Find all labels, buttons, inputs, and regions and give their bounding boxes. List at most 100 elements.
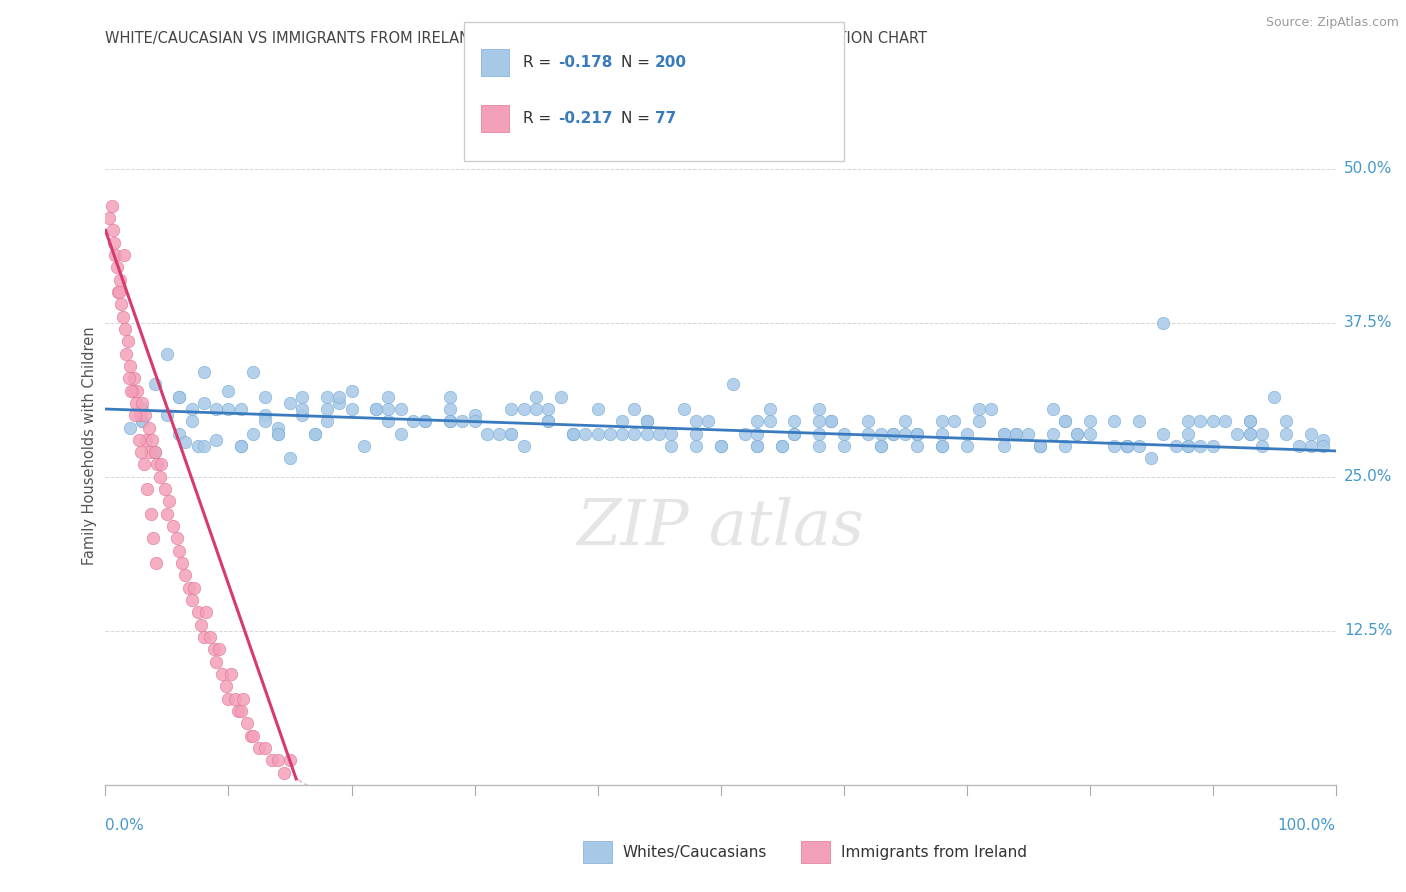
Point [1078,426,1101,441]
Point [340,402,363,417]
Point [169,390,191,404]
Point [832,426,855,441]
Point [943,414,966,428]
Text: 200: 200 [655,55,688,70]
Point [710,439,733,453]
Point [174,435,197,450]
Text: Whites/Caucasians: Whites/Caucasians [623,845,768,860]
Point [138,445,162,459]
Point [1239,414,1261,428]
Text: ZIP atlas: ZIP atlas [576,497,865,558]
Point [869,426,891,441]
Point [166,532,188,546]
Point [267,426,290,441]
Point [513,402,536,417]
Point [180,414,202,428]
Point [267,753,290,767]
Point [894,426,917,441]
Point [783,426,806,441]
Point [1177,439,1199,453]
Point [304,426,326,441]
Point [153,482,176,496]
Point [1288,439,1310,453]
Point [882,426,904,441]
Point [232,691,254,706]
Point [1263,390,1285,404]
Point [1042,426,1064,441]
Point [1066,426,1088,441]
Point [807,439,830,453]
Point [475,426,498,441]
Point [721,377,744,392]
Point [120,359,141,373]
Point [136,482,159,496]
Point [260,753,283,767]
Point [562,426,585,441]
Point [328,390,350,404]
Point [121,384,143,398]
Point [135,433,157,447]
Point [239,729,262,743]
Point [134,408,156,422]
Point [104,248,127,262]
Point [783,414,806,428]
Point [993,439,1015,453]
Point [1251,439,1274,453]
Point [1029,439,1052,453]
Point [180,402,202,417]
Point [1054,414,1077,428]
Point [747,414,769,428]
Point [1004,426,1026,441]
Point [648,426,671,441]
Point [115,346,138,360]
Point [1128,414,1150,428]
Point [770,439,793,453]
Point [389,402,412,417]
Point [907,426,929,441]
Point [1078,414,1101,428]
Point [697,414,720,428]
Text: R =: R = [523,55,557,70]
Point [328,396,350,410]
Point [340,384,363,398]
Point [820,414,842,428]
Point [114,322,136,336]
Point [537,414,560,428]
Point [524,402,547,417]
Point [128,433,150,447]
Point [980,402,1002,417]
Point [159,494,180,508]
Point [143,445,166,459]
Point [143,377,166,392]
Point [278,451,301,466]
Point [413,414,436,428]
Point [120,420,141,434]
Point [180,593,202,607]
Text: Source: ZipAtlas.com: Source: ZipAtlas.com [1265,16,1399,29]
Point [1102,439,1125,453]
Point [190,617,212,632]
Point [131,414,153,428]
Point [931,414,953,428]
Point [636,414,658,428]
Text: R =: R = [523,112,557,126]
Point [1301,439,1323,453]
Point [1301,426,1323,441]
Point [1177,426,1199,441]
Point [574,426,596,441]
Point [242,365,264,379]
Point [907,426,929,441]
Point [205,655,228,669]
Point [267,426,290,441]
Point [101,223,124,237]
Point [254,414,277,428]
Text: -0.178: -0.178 [558,55,613,70]
Point [193,439,215,453]
Point [586,426,609,441]
Point [858,414,880,428]
Point [110,297,132,311]
Point [1202,439,1225,453]
Point [156,408,179,422]
Point [907,439,929,453]
Text: 12.5%: 12.5% [1344,624,1392,639]
